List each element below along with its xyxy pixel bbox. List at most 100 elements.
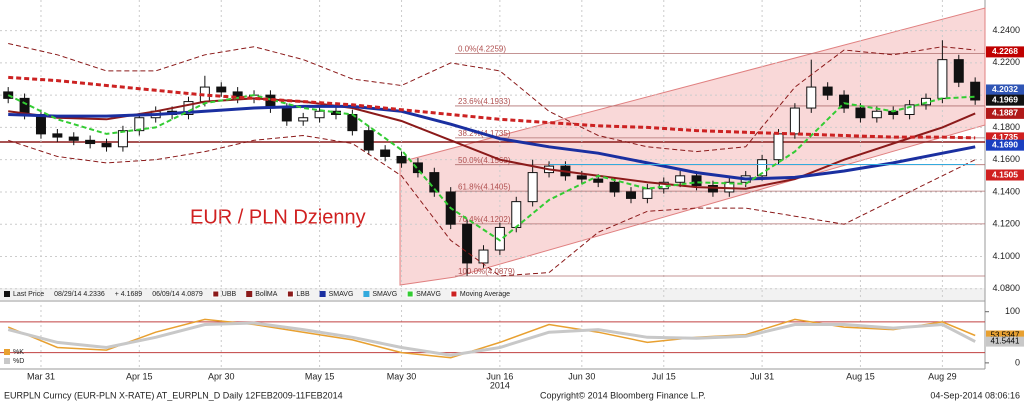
price-tag bbox=[986, 107, 1024, 119]
candle-body bbox=[806, 86, 817, 109]
x-tick-label: Apr 30 bbox=[208, 371, 235, 381]
price-tag bbox=[986, 132, 1024, 144]
candle-body bbox=[855, 107, 866, 119]
level-label: 100.0%(4.0879) bbox=[458, 267, 515, 276]
legend-label: SMAVG bbox=[416, 291, 441, 298]
legend-label: SMAVG bbox=[329, 291, 354, 298]
series-line bbox=[8, 97, 976, 190]
series-line bbox=[7, 321, 976, 357]
legend-label: 06/09/14 4.0879 bbox=[152, 291, 203, 298]
legend-swatch bbox=[406, 290, 414, 298]
x-tick-label: Jul 31 bbox=[750, 371, 774, 381]
candle-body bbox=[117, 130, 128, 148]
y-tick-label: 4.2400 bbox=[992, 25, 1020, 35]
price-tag bbox=[986, 139, 1024, 151]
price-tag-label: 4.1969 bbox=[992, 94, 1018, 104]
candle-body bbox=[478, 249, 489, 264]
legend-label: %D bbox=[13, 358, 24, 365]
candle-body bbox=[298, 117, 309, 122]
legend-swatch bbox=[246, 291, 253, 297]
legend-label: UBB bbox=[222, 291, 237, 298]
candle-body bbox=[363, 130, 374, 151]
candle-body bbox=[773, 133, 784, 161]
footer-center: Copyright© 2014 Bloomberg Finance L.P. bbox=[540, 390, 706, 400]
candle-body bbox=[789, 107, 800, 135]
level-label: 23.6%(4.1933) bbox=[458, 97, 511, 106]
candle-body bbox=[412, 162, 423, 174]
level-label: 50.0%(4.1569) bbox=[458, 156, 511, 165]
legend-swatch bbox=[286, 290, 294, 298]
level-label: 76.4%(4.1202) bbox=[458, 215, 511, 224]
legend-swatch bbox=[450, 290, 458, 298]
series-line bbox=[8, 75, 976, 140]
price-tag-label: 4.1690 bbox=[992, 139, 1018, 149]
price-tag-label: 4.2032 bbox=[992, 84, 1018, 94]
price-tag-label: 4.1735 bbox=[992, 132, 1018, 142]
candle-body bbox=[68, 136, 79, 141]
y-tick-label: 4.2200 bbox=[992, 57, 1020, 67]
candle-body bbox=[511, 201, 522, 228]
price-tag bbox=[986, 84, 1024, 96]
legend-swatch bbox=[363, 291, 370, 297]
legend-swatch bbox=[4, 349, 10, 355]
x-tick-label: May 15 bbox=[305, 371, 335, 381]
candle-body bbox=[183, 101, 194, 116]
candle-body bbox=[642, 188, 653, 199]
y-tick-label: 0 bbox=[1015, 357, 1020, 367]
x-tick-label: Jun 16 bbox=[486, 371, 513, 381]
legend-swatch bbox=[4, 358, 10, 364]
series-line bbox=[7, 94, 976, 242]
candle-body bbox=[314, 110, 325, 119]
value-tag-label: 41.5441 bbox=[991, 337, 1020, 346]
y-tick-label: 4.1600 bbox=[992, 154, 1020, 164]
price-tag bbox=[986, 169, 1024, 181]
candle-body bbox=[35, 114, 46, 135]
x-tick-label: Aug 15 bbox=[846, 371, 875, 381]
regression-channel bbox=[399, 7, 986, 286]
legend-label: Moving Average bbox=[460, 291, 510, 298]
legend-swatch bbox=[319, 291, 326, 297]
candle-body bbox=[970, 81, 981, 101]
candle-body bbox=[757, 159, 768, 177]
price-tag-label: 4.1887 bbox=[992, 108, 1018, 118]
y-tick-label: 100 bbox=[1005, 306, 1020, 316]
chart-title: EUR / PLN Dzienny bbox=[190, 206, 366, 228]
footer-right: 04-Sep-2014 08:06:16 bbox=[930, 390, 1020, 400]
candle-body bbox=[527, 172, 538, 203]
candle-body bbox=[953, 59, 964, 83]
footer-left: EURPLN Curncy (EUR-PLN X-RATE) AT_EURPLN… bbox=[4, 390, 343, 400]
price-tag bbox=[986, 46, 1024, 58]
y-tick-label: 4.1000 bbox=[992, 251, 1020, 261]
candle-body bbox=[593, 178, 604, 183]
series-line bbox=[8, 104, 976, 181]
candle-body bbox=[937, 59, 948, 99]
legend-swatch bbox=[4, 291, 10, 297]
candle-body bbox=[52, 133, 63, 138]
value-tag bbox=[986, 336, 1024, 347]
legend-label: Last Price bbox=[13, 291, 44, 298]
legend-label: LBB bbox=[296, 291, 310, 298]
candle-body bbox=[101, 143, 112, 148]
x-tick-label: Mar 31 bbox=[27, 371, 55, 381]
candle-body bbox=[216, 86, 227, 93]
candle-body bbox=[904, 104, 915, 116]
value-tag bbox=[986, 330, 1024, 341]
x-year-label: 2014 bbox=[490, 380, 510, 390]
candle-body bbox=[675, 175, 686, 183]
candle-body bbox=[822, 86, 833, 96]
candle-body bbox=[691, 175, 702, 186]
series-line bbox=[8, 134, 976, 277]
level-label: 0.0%(4.2259) bbox=[458, 44, 506, 53]
legend-label: BollMA bbox=[255, 291, 278, 298]
candle-body bbox=[281, 107, 292, 122]
x-tick-label: Jun 30 bbox=[568, 371, 595, 381]
legend-label: %K bbox=[13, 349, 24, 356]
price-tag bbox=[986, 94, 1024, 106]
legend-label: 08/29/14 4.2336 bbox=[54, 291, 105, 298]
candle-body bbox=[380, 149, 391, 157]
price-tag-label: 4.2268 bbox=[992, 46, 1018, 56]
y-tick-label: 4.0800 bbox=[992, 283, 1020, 293]
x-tick-label: Apr 15 bbox=[126, 371, 153, 381]
price-tag-label: 4.1505 bbox=[992, 169, 1018, 179]
